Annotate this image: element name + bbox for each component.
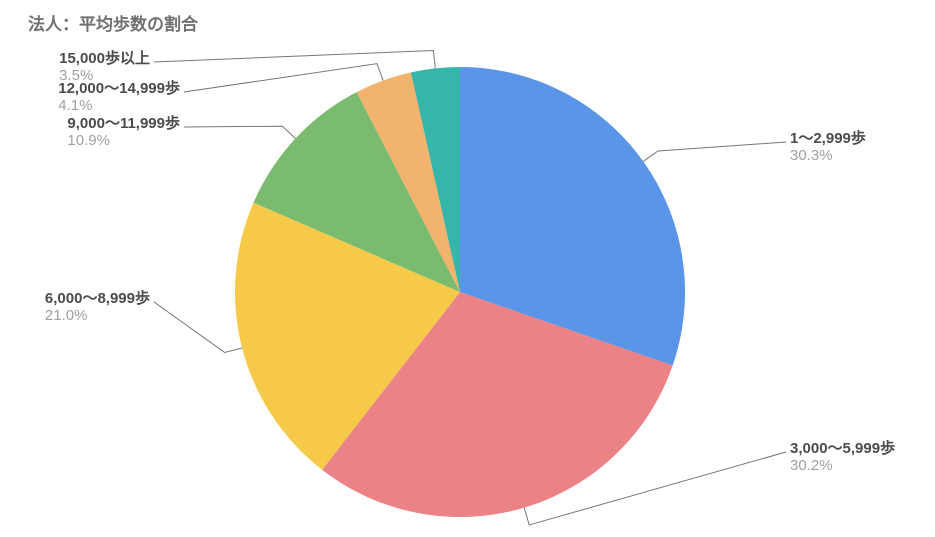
slice-label: 6,000〜8,999歩21.0% <box>45 290 150 325</box>
slice-label-name: 9,000〜11,999歩 <box>67 115 180 132</box>
leader-line <box>184 64 383 92</box>
slice-label: 9,000〜11,999歩10.9% <box>67 115 180 150</box>
slice-label-value: 21.0% <box>45 307 150 324</box>
slice-label: 15,000歩以上3.5% <box>59 50 150 85</box>
slice-label-name: 6,000〜8,999歩 <box>45 290 150 307</box>
slice-label-value: 4.1% <box>58 97 180 114</box>
slice-label-name: 1〜2,999歩 <box>790 130 866 147</box>
leader-line <box>184 126 295 138</box>
slice-label: 12,000〜14,999歩4.1% <box>58 80 180 115</box>
slice-label-value: 10.9% <box>67 132 180 149</box>
leader-line <box>154 50 435 68</box>
slice-label-name: 15,000歩以上 <box>59 50 150 67</box>
slice-label: 1〜2,999歩30.3% <box>790 130 866 165</box>
slice-label-value: 3.5% <box>59 67 150 84</box>
leader-line <box>154 302 242 352</box>
slice-label-value: 30.2% <box>790 457 895 474</box>
slice-label: 3,000〜5,999歩30.2% <box>790 440 895 475</box>
slice-label-value: 30.3% <box>790 147 866 164</box>
leader-line <box>643 142 786 161</box>
slice-label-name: 3,000〜5,999歩 <box>790 440 895 457</box>
